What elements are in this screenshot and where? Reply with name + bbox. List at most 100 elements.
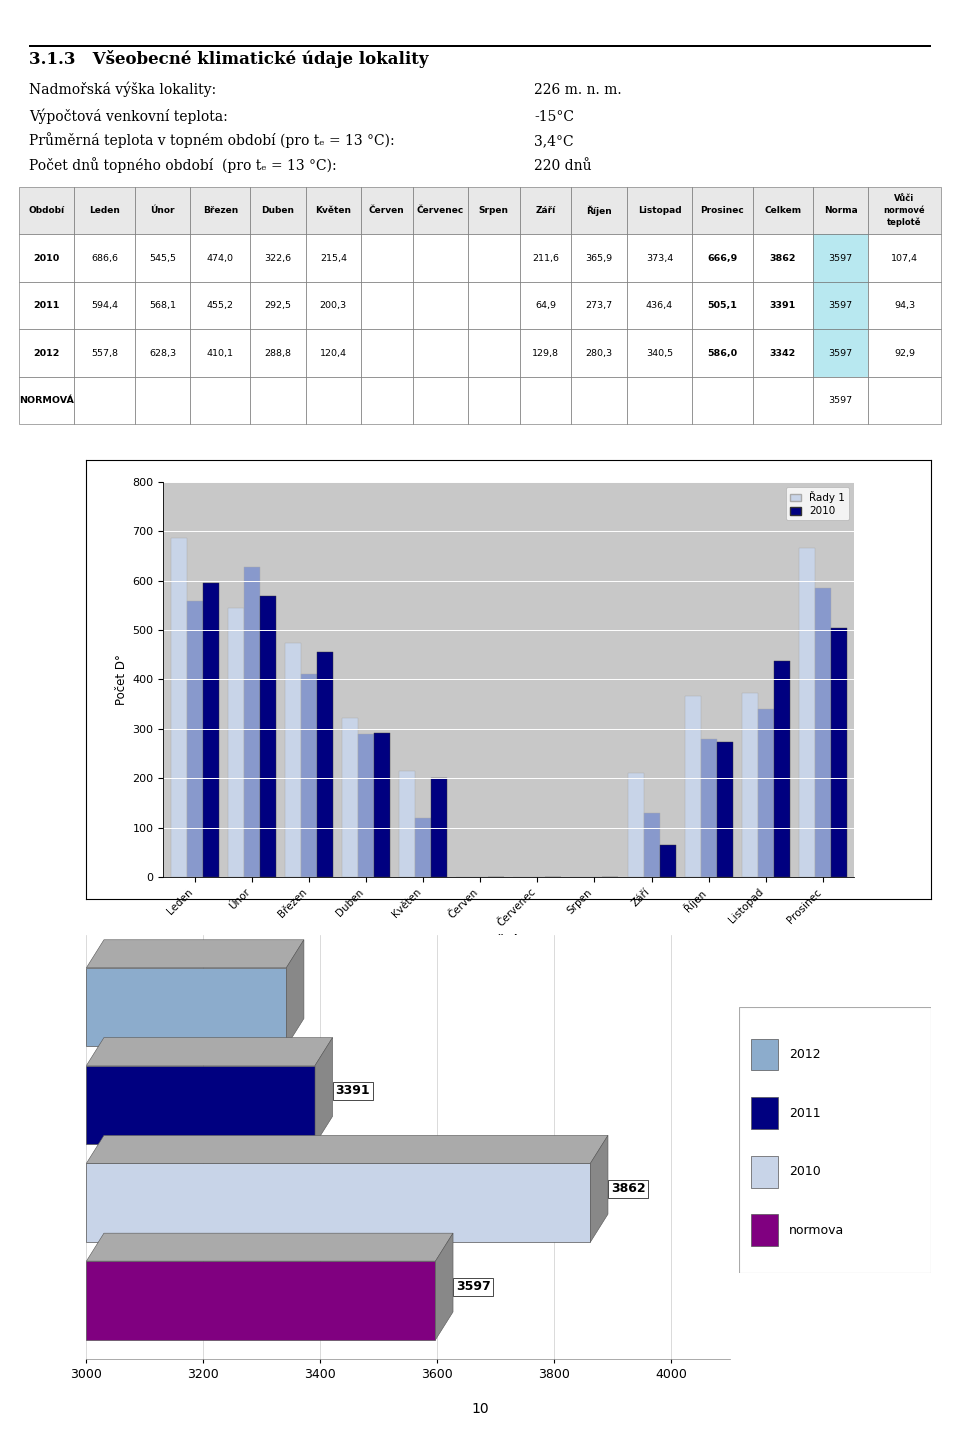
- Bar: [813, 329, 868, 377]
- Text: normova: normova: [789, 1224, 845, 1237]
- Polygon shape: [286, 940, 304, 1047]
- Bar: [415, 818, 431, 877]
- Bar: [186, 601, 203, 877]
- Bar: [692, 377, 753, 424]
- Text: 3597: 3597: [828, 395, 852, 406]
- Text: normové: normové: [884, 206, 925, 216]
- Bar: [751, 1038, 778, 1070]
- Bar: [753, 377, 813, 424]
- X-axis label: Měsíce: Měsíce: [485, 935, 533, 948]
- Bar: [305, 234, 361, 282]
- Bar: [627, 377, 692, 424]
- Bar: [374, 732, 390, 877]
- Bar: [86, 968, 286, 1047]
- Bar: [75, 187, 134, 234]
- Bar: [134, 187, 190, 234]
- Text: 107,4: 107,4: [891, 253, 918, 263]
- Bar: [692, 329, 753, 377]
- Bar: [774, 661, 790, 877]
- Bar: [300, 674, 317, 877]
- Text: Období: Období: [29, 206, 65, 216]
- Text: 94,3: 94,3: [894, 301, 915, 311]
- Text: Výpočtová venkovní teplota:: Výpočtová venkovní teplota:: [29, 108, 228, 124]
- Text: Průměrná teplota v topném období (pro tₑ = 13 °C):: Průměrná teplota v topném období (pro tₑ…: [29, 132, 395, 148]
- Text: 628,3: 628,3: [149, 348, 176, 358]
- Bar: [571, 187, 627, 234]
- Bar: [251, 187, 305, 234]
- Bar: [317, 653, 333, 877]
- Bar: [815, 588, 831, 877]
- Text: Počet dnů topného období  (pro tₑ = 13 °C):: Počet dnů topného období (pro tₑ = 13 °C…: [29, 157, 336, 173]
- Polygon shape: [86, 940, 304, 968]
- Bar: [519, 329, 571, 377]
- Text: 3597: 3597: [828, 253, 852, 263]
- Bar: [413, 377, 468, 424]
- Bar: [361, 377, 413, 424]
- Bar: [19, 282, 75, 329]
- Bar: [868, 329, 941, 377]
- Text: Září: Září: [536, 206, 556, 216]
- Text: 3597: 3597: [828, 348, 852, 358]
- Bar: [86, 1163, 590, 1242]
- Text: NORMOVÁ: NORMOVÁ: [19, 395, 74, 406]
- Text: 288,8: 288,8: [265, 348, 292, 358]
- Text: 666,9: 666,9: [708, 253, 737, 263]
- Bar: [75, 234, 134, 282]
- Text: 545,5: 545,5: [149, 253, 176, 263]
- Bar: [413, 187, 468, 234]
- Text: Celkem: Celkem: [764, 206, 802, 216]
- Bar: [203, 584, 219, 877]
- Bar: [571, 282, 627, 329]
- Bar: [757, 709, 774, 877]
- Bar: [742, 693, 757, 877]
- Bar: [134, 329, 190, 377]
- Bar: [692, 187, 753, 234]
- Bar: [868, 234, 941, 282]
- Text: Květen: Květen: [315, 206, 351, 216]
- Text: 586,0: 586,0: [708, 348, 737, 358]
- Bar: [305, 329, 361, 377]
- Bar: [753, 282, 813, 329]
- Bar: [692, 282, 753, 329]
- Bar: [260, 597, 276, 877]
- Bar: [134, 234, 190, 282]
- Bar: [358, 735, 374, 877]
- Text: 3.1.3   Všeobecné klimatické údaje lokality: 3.1.3 Všeobecné klimatické údaje lokalit…: [29, 50, 428, 69]
- Text: 455,2: 455,2: [206, 301, 234, 311]
- Bar: [285, 643, 300, 877]
- Bar: [342, 718, 358, 877]
- Bar: [868, 282, 941, 329]
- Bar: [868, 187, 941, 234]
- Bar: [190, 282, 251, 329]
- Bar: [692, 234, 753, 282]
- Bar: [19, 329, 75, 377]
- Bar: [190, 377, 251, 424]
- Bar: [75, 377, 134, 424]
- Bar: [251, 329, 305, 377]
- Text: 2012: 2012: [34, 348, 60, 358]
- Bar: [413, 234, 468, 282]
- Text: Březen: Březen: [203, 206, 238, 216]
- Bar: [627, 282, 692, 329]
- Bar: [431, 778, 447, 877]
- Bar: [171, 538, 186, 877]
- Bar: [75, 329, 134, 377]
- Bar: [468, 282, 519, 329]
- Text: 594,4: 594,4: [91, 301, 118, 311]
- Bar: [701, 739, 717, 877]
- Text: 3342: 3342: [770, 348, 796, 358]
- Text: Duben: Duben: [261, 206, 295, 216]
- Bar: [571, 234, 627, 282]
- Text: 322,6: 322,6: [265, 253, 292, 263]
- Text: Červenec: Červenec: [417, 206, 464, 216]
- Bar: [134, 282, 190, 329]
- Legend: Řady 1, 2010: Řady 1, 2010: [786, 487, 850, 521]
- Text: 2010: 2010: [34, 253, 60, 263]
- Text: 3391: 3391: [335, 1084, 371, 1097]
- Bar: [753, 234, 813, 282]
- Bar: [813, 234, 868, 282]
- Bar: [19, 187, 75, 234]
- Text: 557,8: 557,8: [91, 348, 118, 358]
- Polygon shape: [86, 1234, 453, 1261]
- Bar: [717, 742, 732, 877]
